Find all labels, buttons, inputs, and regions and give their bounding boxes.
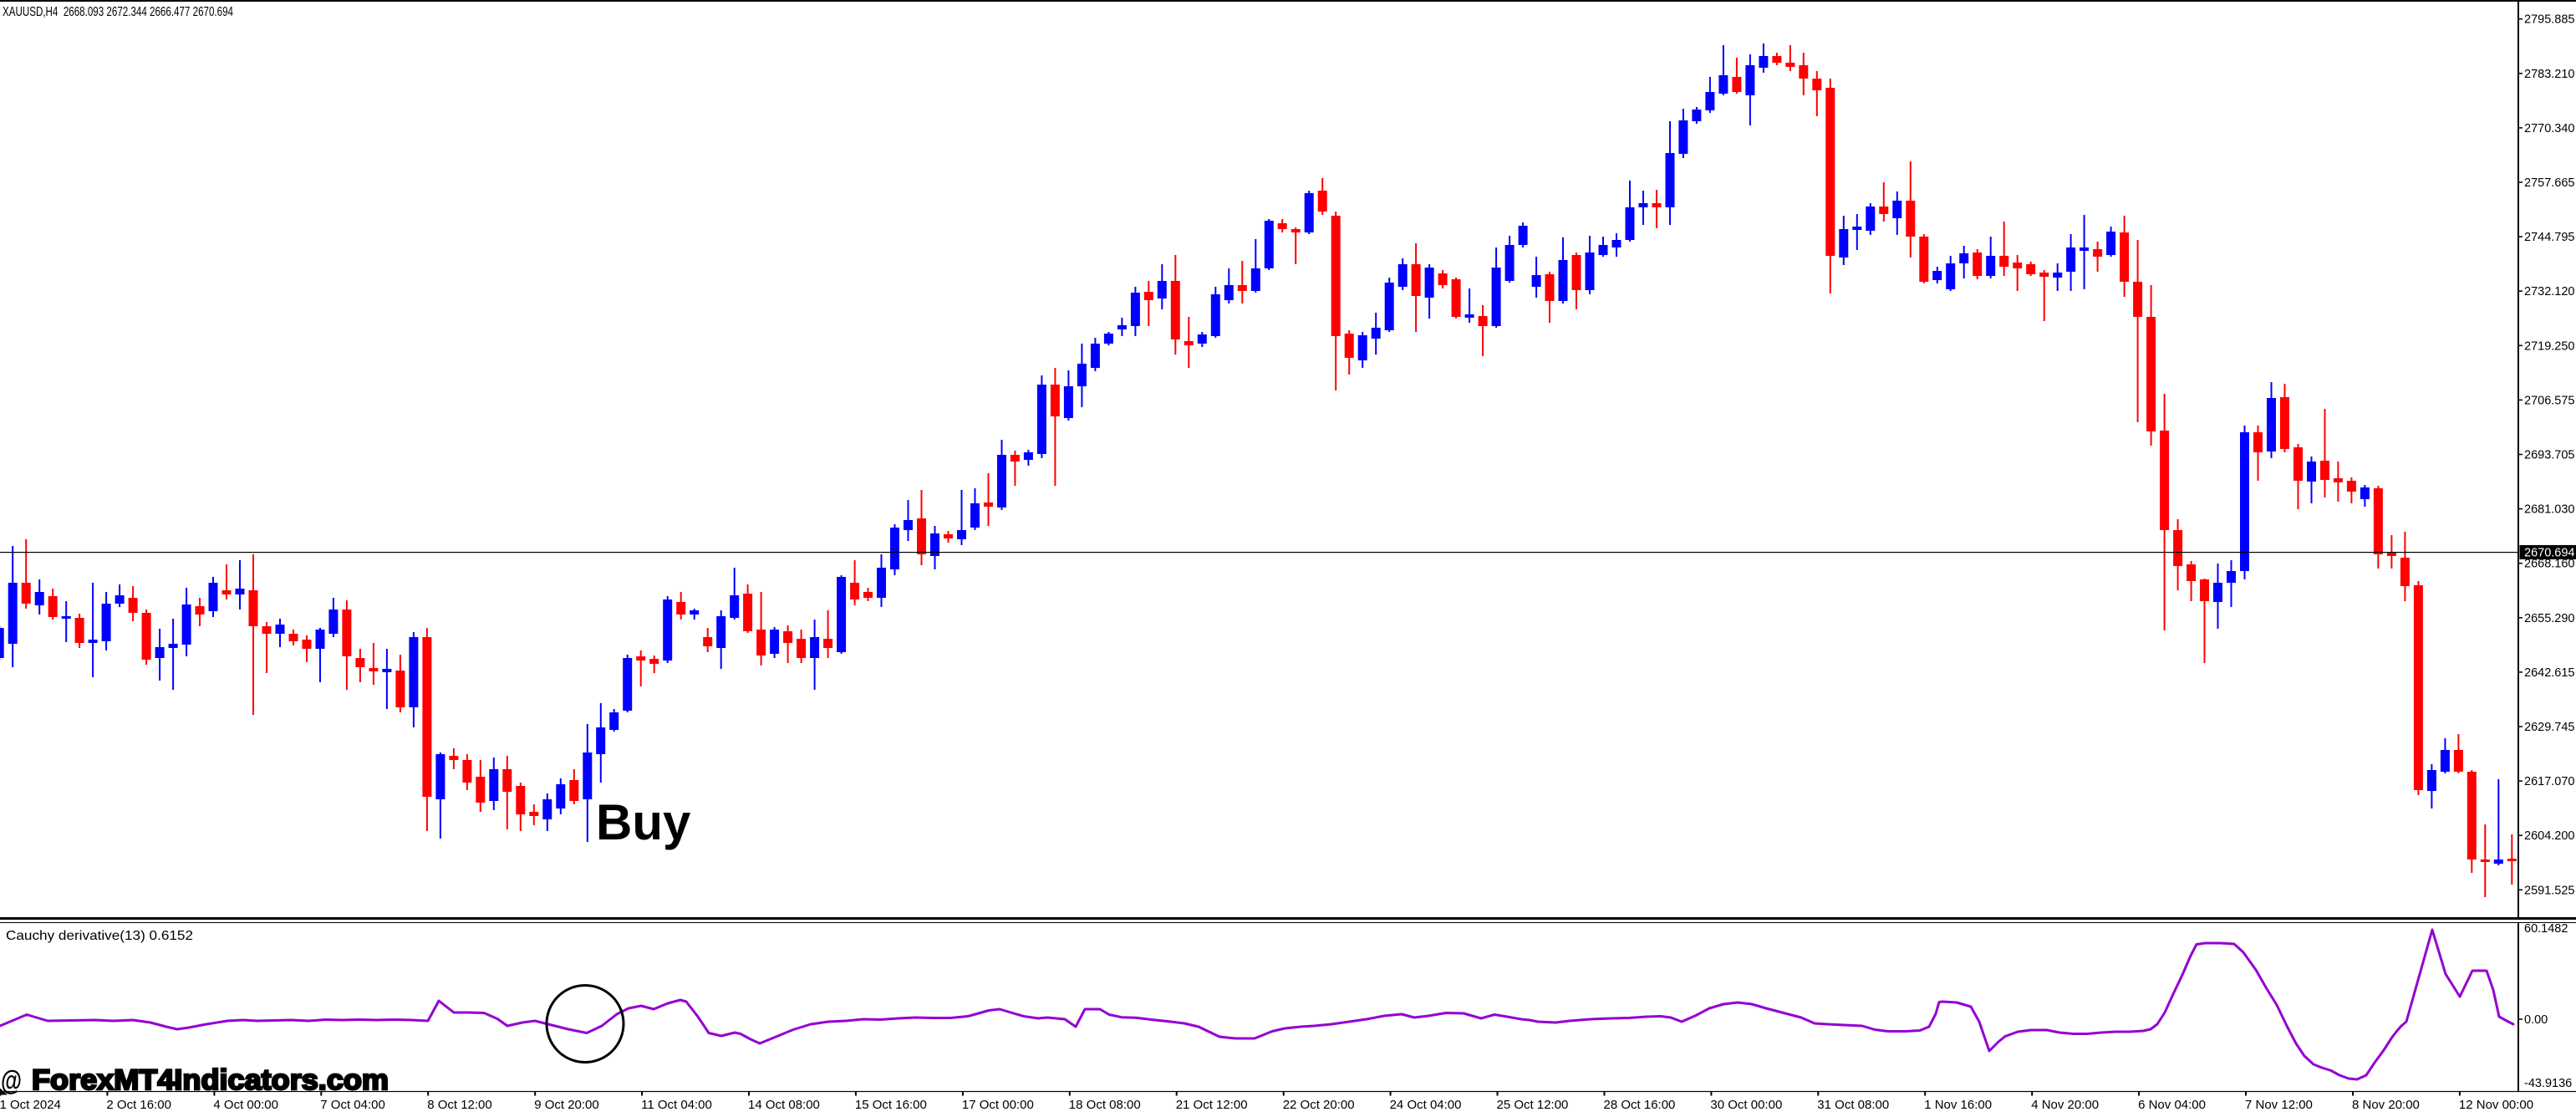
svg-text:2629.745: 2629.745 (2524, 721, 2574, 734)
svg-text:2 Oct 16:00: 2 Oct 16:00 (106, 1098, 171, 1112)
svg-text:2642.615: 2642.615 (2524, 666, 2574, 680)
svg-text:2795.885: 2795.885 (2524, 13, 2574, 27)
svg-text:2670.694: 2670.694 (2524, 547, 2574, 560)
svg-text:2617.070: 2617.070 (2524, 775, 2574, 788)
svg-text:60.1482: 60.1482 (2524, 922, 2568, 936)
svg-text:1 Nov 16:00: 1 Nov 16:00 (1924, 1098, 1992, 1112)
svg-text:30 Oct 00:00: 30 Oct 00:00 (1710, 1098, 1782, 1112)
svg-text:2591.525: 2591.525 (2524, 884, 2574, 897)
svg-text:9 Oct 20:00: 9 Oct 20:00 (534, 1098, 599, 1112)
svg-text:17 Oct 00:00: 17 Oct 00:00 (962, 1098, 1034, 1112)
svg-text:XAUUSD,H4 2668.093 2672.344 2: XAUUSD,H4 2668.093 2672.344 2666.477 267… (3, 5, 233, 19)
svg-text:@: @ (1, 1065, 22, 1096)
svg-text:31 Oct 08:00: 31 Oct 08:00 (1817, 1098, 1889, 1112)
svg-text:28 Oct 16:00: 28 Oct 16:00 (1604, 1098, 1676, 1112)
svg-text:2783.210: 2783.210 (2524, 68, 2574, 81)
svg-text:25 Oct 12:00: 25 Oct 12:00 (1497, 1098, 1569, 1112)
svg-text:8 Oct 12:00: 8 Oct 12:00 (427, 1098, 492, 1112)
svg-text:-43.9136: -43.9136 (2524, 1077, 2572, 1090)
svg-text:24 Oct 04:00: 24 Oct 04:00 (1390, 1098, 1462, 1112)
svg-text:2744.795: 2744.795 (2524, 231, 2574, 244)
svg-text:ForexMT4Indicators.com: ForexMT4Indicators.com (32, 1064, 389, 1096)
svg-text:12 Nov 00:00: 12 Nov 00:00 (2459, 1098, 2533, 1112)
svg-text:2706.575: 2706.575 (2524, 394, 2574, 407)
svg-text:8 Nov 20:00: 8 Nov 20:00 (2352, 1098, 2420, 1112)
svg-text:2655.290: 2655.290 (2524, 612, 2574, 625)
svg-text:2719.250: 2719.250 (2524, 339, 2574, 353)
svg-text:7 Nov 12:00: 7 Nov 12:00 (2245, 1098, 2313, 1112)
svg-text:6 Nov 04:00: 6 Nov 04:00 (2138, 1098, 2206, 1112)
svg-text:4 Oct 00:00: 4 Oct 00:00 (213, 1098, 278, 1112)
svg-text:1 Oct 2024: 1 Oct 2024 (0, 1098, 61, 1112)
svg-text:15 Oct 16:00: 15 Oct 16:00 (855, 1098, 927, 1112)
svg-text:22 Oct 20:00: 22 Oct 20:00 (1283, 1098, 1355, 1112)
svg-text:Cauchy derivative(13) 0.6152: Cauchy derivative(13) 0.6152 (6, 929, 193, 943)
svg-text:0.00: 0.00 (2524, 1013, 2548, 1027)
svg-text:Buy: Buy (596, 794, 691, 850)
svg-text:2668.160: 2668.160 (2524, 558, 2574, 571)
svg-text:2604.200: 2604.200 (2524, 829, 2574, 843)
svg-text:18 Oct 08:00: 18 Oct 08:00 (1069, 1098, 1141, 1112)
svg-text:14 Oct 08:00: 14 Oct 08:00 (748, 1098, 820, 1112)
svg-text:2770.340: 2770.340 (2524, 122, 2574, 135)
svg-text:11 Oct 04:00: 11 Oct 04:00 (641, 1098, 712, 1112)
svg-text:21 Oct 12:00: 21 Oct 12:00 (1176, 1098, 1248, 1112)
svg-text:2757.665: 2757.665 (2524, 176, 2574, 190)
svg-text:2693.705: 2693.705 (2524, 449, 2574, 462)
svg-text:2732.120: 2732.120 (2524, 285, 2574, 298)
svg-text:7 Oct 04:00: 7 Oct 04:00 (320, 1098, 385, 1112)
svg-text:4 Nov 20:00: 4 Nov 20:00 (2031, 1098, 2099, 1112)
svg-text:2681.030: 2681.030 (2524, 503, 2574, 517)
